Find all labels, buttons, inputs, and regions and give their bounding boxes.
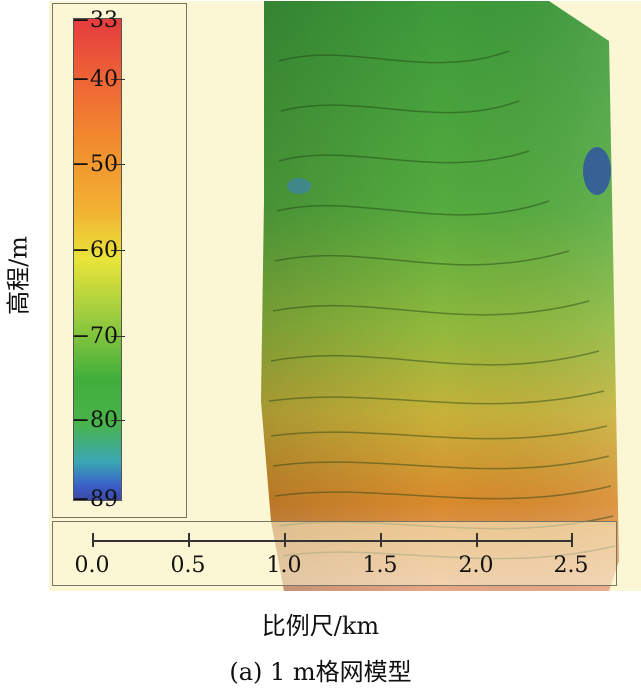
colorbar-tick-label: −33 [71,8,118,33]
scale-bar-label: 0.0 [74,553,110,578]
colorbar-tick-label: −80 [71,408,118,433]
scale-bar-title: 比例尺/km [261,612,380,640]
scale-bar-tick [380,533,382,547]
colorbar-tick-label: −60 [71,238,118,263]
colorbar-tick [111,79,125,80]
scale-bar-tick [571,533,573,547]
colorbar-title: 高程/m [4,236,33,315]
depression-feature [583,147,611,195]
colorbar-tick-label: −89 [71,487,118,512]
colorbar-tick [111,336,125,337]
scale-bar-label: 2.0 [458,553,494,578]
scale-bar-tick [92,533,94,547]
colorbar-tick [111,250,125,251]
colorbar-tick-label: −70 [71,324,118,349]
scale-bar-label: 0.5 [170,553,206,578]
scale-bar-panel [52,521,617,586]
terrain-relief-map [261,1,619,591]
scale-bar-tick [476,533,478,547]
figure-caption: (a) 1 m格网模型 [229,658,412,686]
scale-bar-tick [284,533,286,547]
map-panel [49,1,641,591]
depression-feature [287,178,311,194]
scale-bar-label: 2.5 [553,553,589,578]
colorbar-tick [111,420,125,421]
scale-bar-label: 1.5 [362,553,398,578]
scale-bar-tick [188,533,190,547]
scale-bar-label: 1.0 [266,553,302,578]
colorbar-tick-label: −40 [71,67,118,92]
scale-bar-line [92,540,572,542]
colorbar-tick-label: −50 [71,152,118,177]
colorbar-tick [111,164,125,165]
